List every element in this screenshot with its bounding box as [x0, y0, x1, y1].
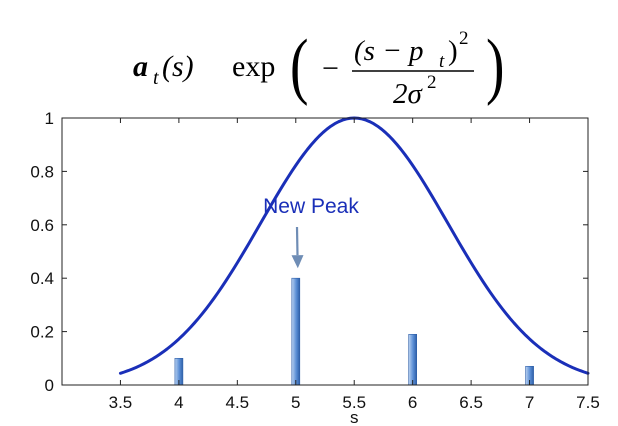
formula-function: exp: [232, 50, 275, 83]
x-tick-label: 7: [525, 393, 534, 412]
y-tick-label: 0.2: [30, 323, 54, 342]
x-axis-label: s: [350, 408, 359, 426]
gaussian-curve: [118, 116, 590, 375]
formula-numerator-close: ): [448, 35, 458, 67]
y-tick-label: 0: [45, 376, 54, 395]
x-tick-label: 3.5: [109, 393, 133, 412]
annotation-arrow-head: [291, 255, 304, 269]
x-ticks: 3.5 4 4.5 5 5.5 6 6.5 7 7.5: [109, 118, 600, 412]
formula-close-paren: ): [486, 26, 504, 107]
formula-numerator-subscript: t: [439, 51, 445, 72]
x-tick-label: 6: [408, 393, 417, 412]
formula-argument: (s): [162, 50, 194, 83]
annotation-new-peak: New Peak: [263, 195, 359, 218]
x-tick-label: 6.5: [459, 393, 483, 412]
axes-box: [61, 117, 589, 386]
formula-vector: a: [133, 50, 148, 83]
formula-open-paren: (: [290, 26, 308, 107]
x-tick-label: 5.5: [342, 393, 366, 412]
y-tick-label: 0.6: [30, 216, 54, 235]
bar: [291, 277, 301, 386]
bar: [408, 333, 418, 386]
x-tick-label: 4: [174, 393, 183, 412]
annotation: New Peak: [263, 195, 359, 269]
x-tick-label: 5: [291, 393, 300, 412]
plot-area: 3.5 4 4.5 5 5.5 6 6.5 7 7.5 0 0.2 0.4 0.6 0.8 1 s: [30, 109, 599, 426]
formula-vector-subscript: t: [153, 67, 159, 89]
formula-numerator: (s − p: [354, 35, 424, 67]
formula-denominator-superscript: 2: [427, 72, 437, 93]
bars-group: [174, 277, 534, 386]
formula-denominator: 2σ: [393, 78, 424, 110]
x-tick-label: 4.5: [226, 393, 250, 412]
y-tick-label: 0.8: [30, 162, 54, 181]
x-tick-label: 7.5: [576, 393, 600, 412]
y-tick-label: 1: [45, 109, 54, 128]
formula: a t (s) exp ( − (s − p t ) 2 2σ 2 ): [133, 26, 504, 110]
formula-minus: −: [322, 52, 339, 85]
annotation-arrow: [295, 226, 299, 256]
y-tick-label: 0.4: [30, 269, 54, 288]
y-ticks: 0 0.2 0.4 0.6 0.8 1: [30, 109, 588, 395]
formula-numerator-superscript: 2: [459, 28, 469, 49]
